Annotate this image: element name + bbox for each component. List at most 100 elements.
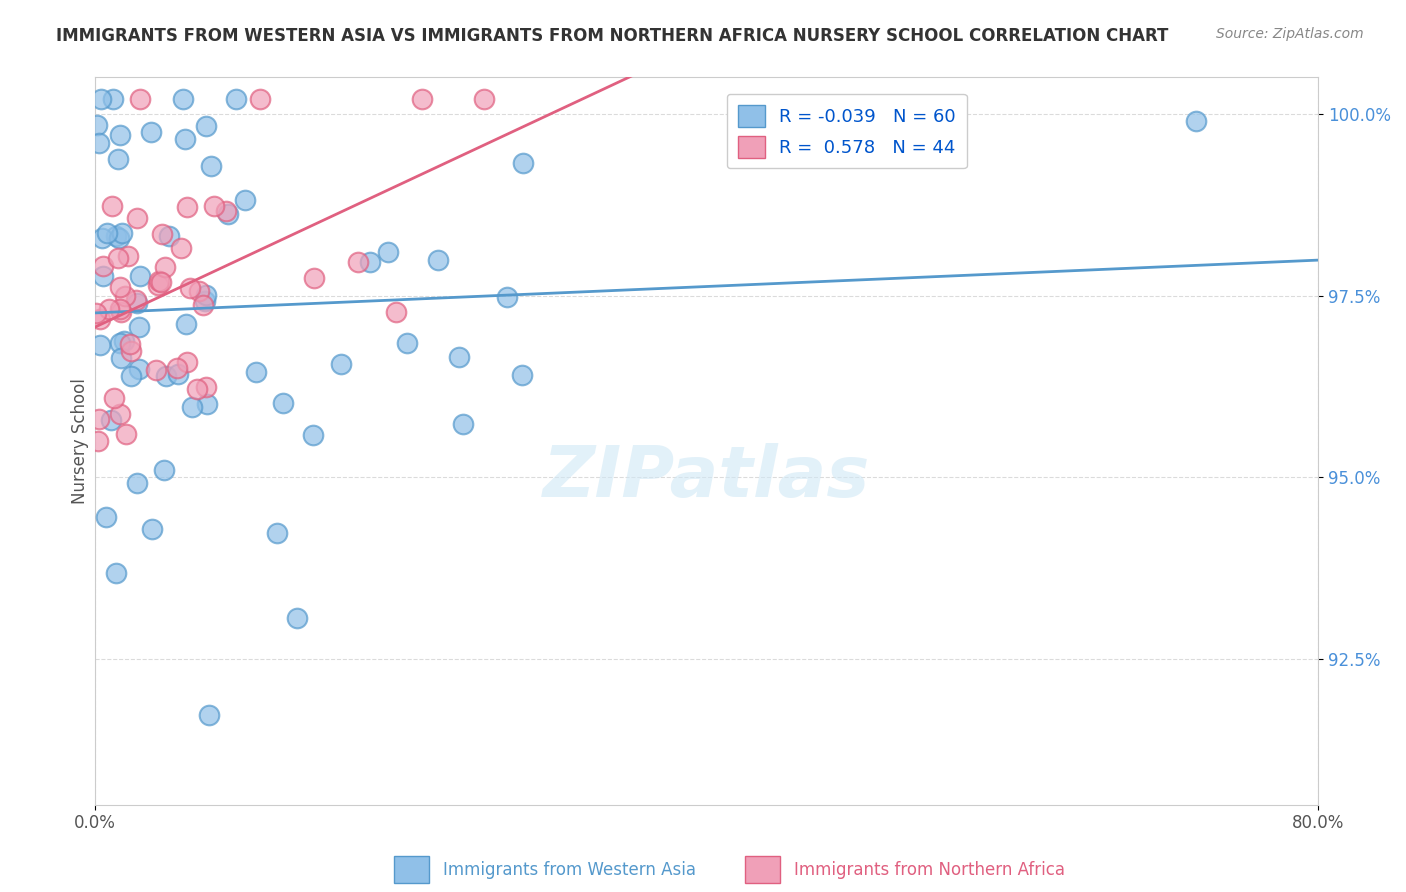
Point — [87, 434, 110, 448]
Text: ZIPatlas: ZIPatlas — [543, 443, 870, 512]
Point — [112, 334, 135, 348]
Point — [125, 476, 148, 491]
Point — [167, 368, 190, 382]
Point — [186, 382, 208, 396]
Point — [249, 92, 271, 106]
Point — [179, 281, 201, 295]
Point — [101, 199, 124, 213]
Point — [120, 369, 142, 384]
Point — [108, 407, 131, 421]
Point — [145, 363, 167, 377]
Point — [87, 411, 110, 425]
Point — [86, 305, 108, 319]
Point — [302, 428, 325, 442]
Point — [150, 227, 173, 241]
Point — [146, 277, 169, 292]
Point — [155, 369, 177, 384]
Point — [155, 260, 177, 274]
Text: Source: ZipAtlas.com: Source: ZipAtlas.com — [1216, 27, 1364, 41]
Point — [266, 526, 288, 541]
Point — [94, 509, 117, 524]
Point — [108, 231, 131, 245]
Point — [235, 193, 257, 207]
Point — [195, 380, 218, 394]
Point — [195, 397, 218, 411]
Point — [496, 289, 519, 303]
Point — [427, 253, 450, 268]
Point — [111, 226, 134, 240]
Point — [194, 294, 217, 309]
Point — [125, 211, 148, 225]
Point — [108, 301, 131, 316]
Point — [96, 226, 118, 240]
Point — [149, 275, 172, 289]
Point — [108, 336, 131, 351]
Point — [107, 153, 129, 167]
Point — [451, 417, 474, 431]
Point — [120, 337, 142, 351]
Point — [191, 298, 214, 312]
Point — [217, 207, 239, 221]
Point — [170, 242, 193, 256]
Point — [200, 159, 222, 173]
Point — [285, 611, 308, 625]
Point — [125, 293, 148, 307]
Point — [215, 203, 238, 218]
Point — [98, 302, 121, 317]
Point — [395, 336, 418, 351]
Point — [377, 245, 399, 260]
Point — [329, 357, 352, 371]
Point — [91, 268, 114, 283]
Point — [411, 92, 433, 106]
Point — [271, 395, 294, 409]
Point — [202, 199, 225, 213]
Point — [89, 311, 111, 326]
Text: Immigrants from Northern Africa: Immigrants from Northern Africa — [794, 861, 1066, 879]
Point — [128, 361, 150, 376]
Point — [225, 92, 247, 106]
Point — [174, 317, 197, 331]
Point — [472, 92, 495, 106]
Point — [128, 92, 150, 106]
Point — [148, 274, 170, 288]
Text: Immigrants from Western Asia: Immigrants from Western Asia — [443, 861, 696, 879]
Point — [90, 92, 112, 106]
Point — [346, 255, 368, 269]
Point — [120, 343, 142, 358]
Point — [87, 136, 110, 151]
Point — [110, 305, 132, 319]
Point — [510, 368, 533, 382]
Point — [153, 463, 176, 477]
Point — [157, 228, 180, 243]
Point — [104, 228, 127, 243]
Point — [195, 120, 218, 134]
Point — [86, 118, 108, 132]
Point — [245, 365, 267, 379]
Y-axis label: Nursery School: Nursery School — [72, 378, 89, 504]
Point — [128, 320, 150, 334]
Point — [180, 400, 202, 414]
Point — [173, 132, 195, 146]
Point — [198, 707, 221, 722]
Point — [100, 413, 122, 427]
Point — [101, 92, 124, 106]
Point — [129, 269, 152, 284]
Point — [117, 249, 139, 263]
Point — [195, 287, 218, 301]
Point — [172, 92, 194, 106]
Point — [103, 391, 125, 405]
Point — [91, 231, 114, 245]
Point — [104, 566, 127, 580]
Point — [114, 289, 136, 303]
Legend: R = -0.039   N = 60, R =  0.578   N = 44: R = -0.039 N = 60, R = 0.578 N = 44 — [727, 94, 967, 169]
Point — [385, 305, 408, 319]
Point — [93, 260, 115, 274]
Point — [125, 296, 148, 310]
Point — [107, 251, 129, 265]
Point — [139, 125, 162, 139]
Point — [1185, 114, 1208, 128]
Point — [166, 360, 188, 375]
Point — [302, 270, 325, 285]
Point — [187, 284, 209, 298]
Point — [114, 426, 136, 441]
